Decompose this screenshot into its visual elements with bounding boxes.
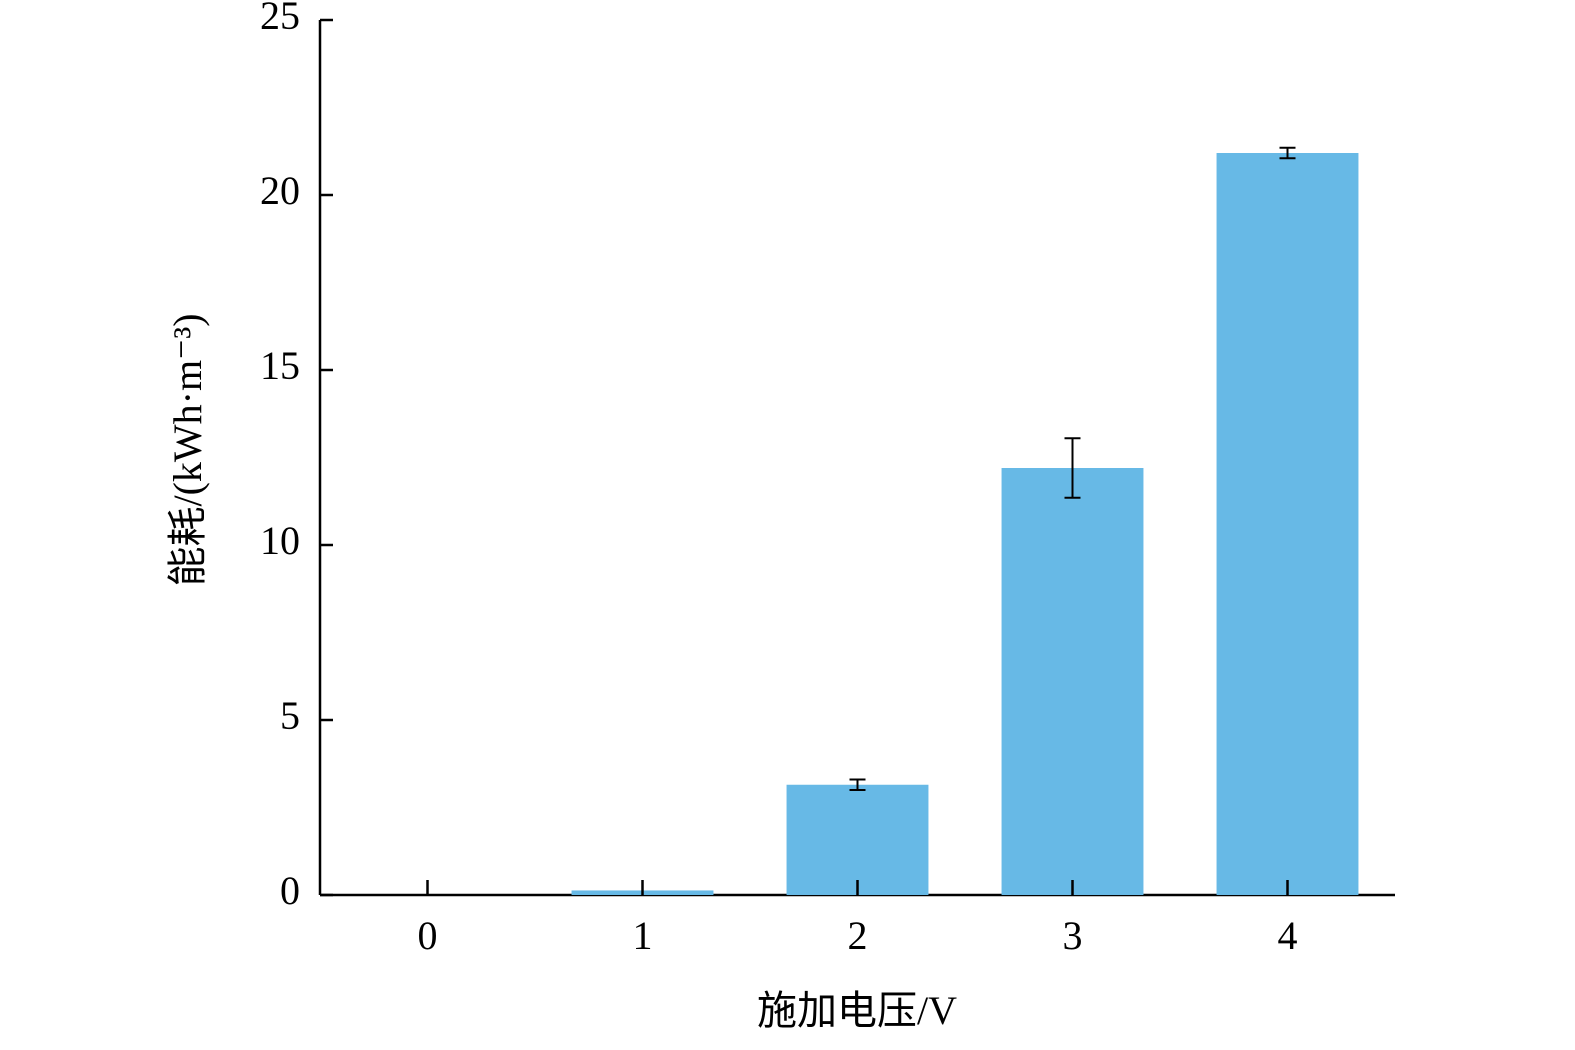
x-axis-label: 施加电压/V <box>757 988 957 1033</box>
y-axis-label: 能耗/(kWh·m⁻³) <box>165 313 210 586</box>
y-tick-label: 5 <box>280 693 300 738</box>
x-tick-label: 3 <box>1063 913 1083 958</box>
y-tick-label: 10 <box>260 518 300 563</box>
error-bar <box>849 778 866 791</box>
y-tick-label: 15 <box>260 343 300 388</box>
bar <box>1001 468 1144 895</box>
x-tick-label: 0 <box>418 913 438 958</box>
x-tick-label: 2 <box>848 913 868 958</box>
error-bar <box>1064 437 1081 499</box>
x-tick-label: 4 <box>1278 913 1298 958</box>
y-tick-label: 25 <box>260 0 300 38</box>
x-tick-label: 1 <box>633 913 653 958</box>
y-tick-label: 0 <box>280 868 300 913</box>
y-tick-label: 20 <box>260 168 300 213</box>
error-bar <box>1279 146 1296 160</box>
bar <box>1216 153 1359 895</box>
bar <box>786 784 929 895</box>
